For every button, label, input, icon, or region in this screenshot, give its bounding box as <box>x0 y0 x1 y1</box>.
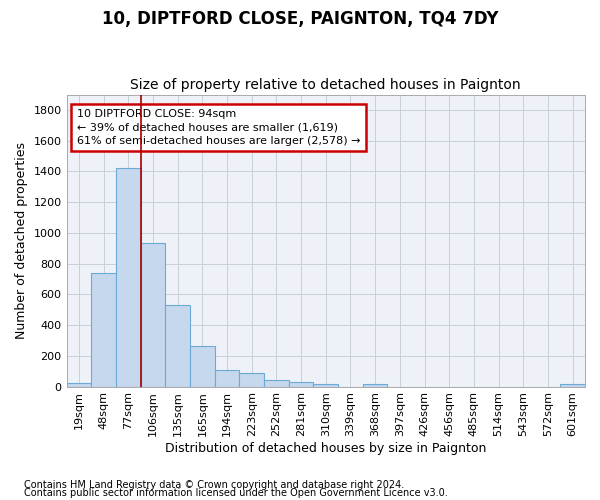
Bar <box>363 384 388 386</box>
X-axis label: Distribution of detached houses by size in Paignton: Distribution of detached houses by size … <box>165 442 487 455</box>
Bar <box>289 382 313 386</box>
Bar <box>313 384 338 386</box>
Bar <box>264 380 289 386</box>
Bar <box>560 384 585 386</box>
Bar <box>165 305 190 386</box>
Y-axis label: Number of detached properties: Number of detached properties <box>15 142 28 339</box>
Text: Contains HM Land Registry data © Crown copyright and database right 2024.: Contains HM Land Registry data © Crown c… <box>24 480 404 490</box>
Bar <box>215 370 239 386</box>
Text: Contains public sector information licensed under the Open Government Licence v3: Contains public sector information licen… <box>24 488 448 498</box>
Bar <box>239 373 264 386</box>
Title: Size of property relative to detached houses in Paignton: Size of property relative to detached ho… <box>130 78 521 92</box>
Text: 10, DIPTFORD CLOSE, PAIGNTON, TQ4 7DY: 10, DIPTFORD CLOSE, PAIGNTON, TQ4 7DY <box>102 10 498 28</box>
Bar <box>91 273 116 386</box>
Bar <box>190 346 215 387</box>
Bar <box>67 382 91 386</box>
Bar <box>116 168 140 386</box>
Bar <box>140 243 165 386</box>
Text: 10 DIPTFORD CLOSE: 94sqm
← 39% of detached houses are smaller (1,619)
61% of sem: 10 DIPTFORD CLOSE: 94sqm ← 39% of detach… <box>77 109 361 146</box>
